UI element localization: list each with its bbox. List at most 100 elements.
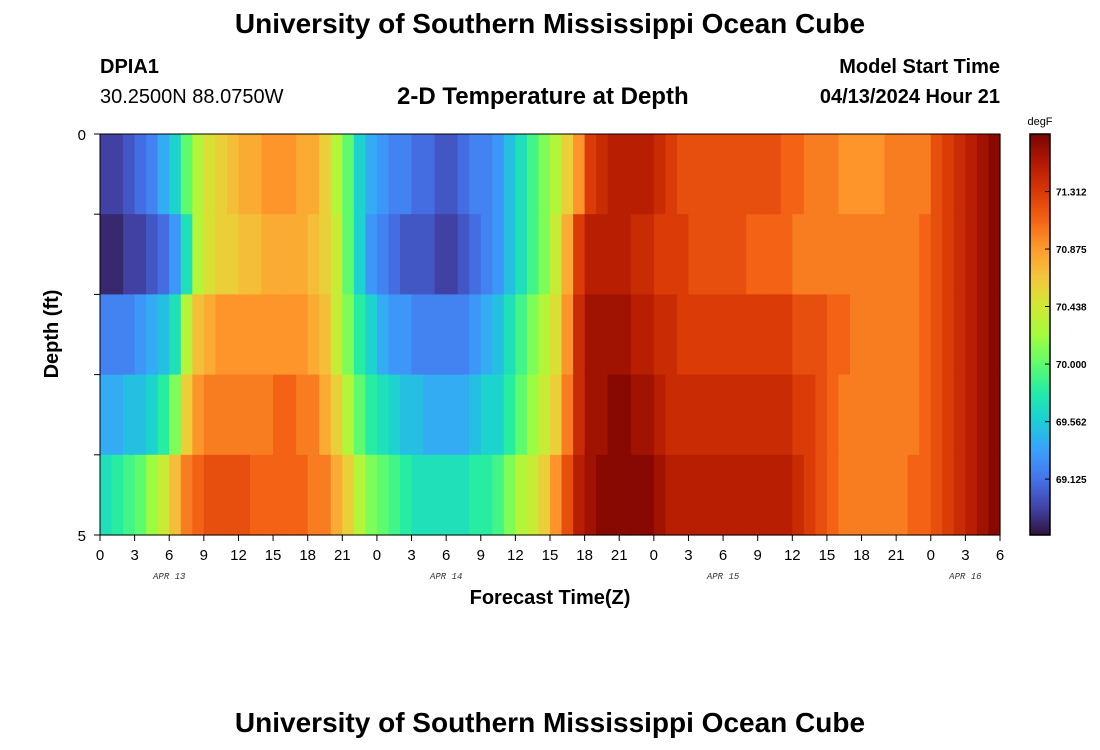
heatmap-cell [538,134,551,215]
heatmap-cell [342,134,355,215]
heatmap-cell [942,294,955,376]
heatmap-cell [457,454,470,536]
x-tick-label: 21 [611,547,628,564]
heatmap-cell [319,454,332,536]
heatmap-cell [953,294,966,376]
heatmap-cell [100,454,113,536]
heatmap-cell [676,134,690,215]
heatmap-cell [676,454,690,536]
heatmap-cell [515,134,528,215]
heatmap-cell [653,134,666,215]
heatmap-cell [769,294,782,376]
heatmap-cell [180,134,193,215]
heatmap-cell [815,214,828,295]
heatmap-cell [307,454,320,536]
heatmap-cell [723,294,736,376]
x-tick-label: 18 [576,547,593,564]
heatmap-cell [423,374,436,456]
heatmap-cell [757,134,770,215]
heatmap-cell [526,294,540,376]
heatmap-cell [619,454,632,536]
x-tick-label: 0 [96,547,104,564]
heatmap-cell [480,214,493,295]
heatmap-cell [434,214,447,295]
heatmap-cell [157,214,170,295]
heatmap-cell [123,294,136,376]
heatmap-cell [296,294,309,376]
heatmap-cell [492,214,505,295]
x-tick-label: 21 [334,547,351,564]
heatmap-cell [515,454,528,536]
heatmap-cell [365,454,378,536]
heatmap-cell [884,374,897,456]
heatmap-cell [607,134,620,215]
x-axis: 0 3 6 9 12 15 18 21 0 3 6 9 12 15 18 21 0 3 6 9 12 15 18 21 0 3 6 A… [96,535,1004,582]
heatmap-cell [388,374,401,456]
heatmap-cell [769,454,782,536]
heatmap-cell [111,454,124,536]
heatmap-cell [353,294,366,376]
heatmap-cell [411,374,424,456]
heatmap-cell [192,214,205,295]
heatmap-cell [769,214,782,295]
heatmap-cell [596,294,609,376]
heatmap-cell [838,454,851,536]
heatmap-cell [688,454,701,536]
heatmap-cell [734,214,747,295]
heatmap-cell [896,294,909,376]
heatmap-cell [515,214,528,295]
heatmap-cell [515,294,528,376]
heatmap-cell [284,454,297,536]
heatmap-cell [307,294,320,376]
heatmap-cell [273,214,286,295]
heatmap-cell [307,134,320,215]
heatmap-cell [146,134,159,215]
heatmap-cell [400,214,413,295]
heatmap-cell [457,214,470,295]
footer-title: University of Southern Mississippi Ocean… [234,707,866,738]
heatmap-cell [561,134,574,215]
heatmap-cell [492,454,505,536]
x-tick-label: 9 [200,547,208,564]
heatmap-cell [146,294,159,376]
heatmap-cell [665,454,678,536]
heatmap-cell [192,134,205,215]
heatmap-cell [353,374,366,456]
heatmap-cell [157,134,170,215]
heatmap-cell [584,374,597,456]
heatmap-cell [446,294,459,376]
heatmap-cell [907,374,920,456]
heatmap-cell [976,134,990,215]
heatmap-cell [746,454,759,536]
heatmap-cell [988,214,1001,295]
x-axis-label: Forecast Time(Z) [470,587,631,609]
heatmap-cell [896,374,909,456]
heatmap-cell [250,214,263,295]
heatmap-cell [180,374,193,456]
heatmap-cell [930,374,943,456]
heatmap-cell [203,294,216,376]
heatmap-cell [711,134,724,215]
heatmap-cell [561,294,574,376]
heatmap-cell [157,374,170,456]
colorbar-tick-label: 69.562 [1056,418,1087,429]
heatmap-cell [746,134,759,215]
heatmap-cell [792,454,805,536]
heatmap-cell [503,374,516,456]
heatmap-cell [734,294,747,376]
x-tick-label: 21 [888,547,905,564]
heatmap-cell [434,134,447,215]
heatmap-cell [676,294,690,376]
heatmap-cell [630,454,643,536]
heatmap-cells [100,134,1001,536]
heatmap-cell [503,214,516,295]
heatmap-cell [561,374,574,456]
heatmap-cell [573,454,586,536]
heatmap-cell [319,134,332,215]
colorbar-unit: degF [1027,116,1052,128]
heatmap-cell [157,454,170,536]
heatmap-cell [284,294,297,376]
heatmap-cell [976,214,990,295]
heatmap-cell [769,374,782,456]
